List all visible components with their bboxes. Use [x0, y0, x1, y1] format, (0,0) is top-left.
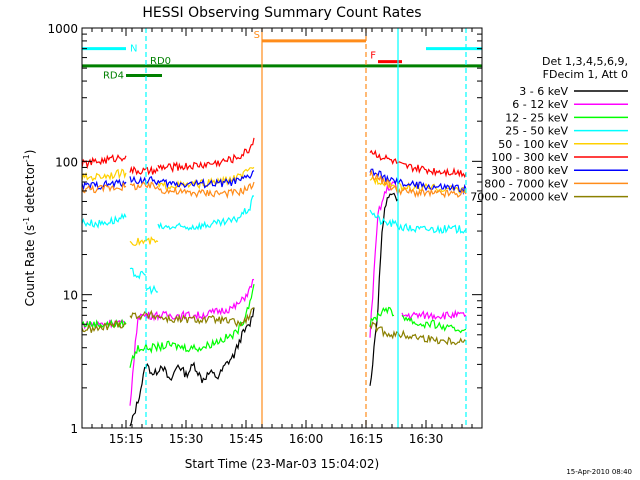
series-line-8-0	[81, 320, 127, 333]
legend-label-5: 100 - 300 keV	[491, 151, 568, 164]
x-tick-label-4: 16:15	[349, 432, 384, 446]
x-ticks: 15:15 15:30 15:45 16:00 16:15 16:30	[81, 28, 483, 446]
legend-header-1: Det 1,3,4,5,6,9,	[542, 55, 628, 68]
series-layer	[81, 137, 467, 427]
x-tick-label-1: 15:30	[169, 432, 204, 446]
x-axis-label: Start Time (23-Mar-03 15:04:02)	[185, 457, 379, 471]
y-ticks: 1 10 100 1000	[47, 22, 482, 436]
y-axis-label: Count Rate (s-1 detector-1)	[22, 150, 37, 307]
series-line-4-0	[81, 168, 127, 182]
x-tick-label-3: 16:00	[289, 432, 324, 446]
series-line-1-1	[129, 278, 255, 406]
legend: Det 1,3,4,5,6,9, FDecim 1, Att 0 3 - 6 k…	[470, 55, 628, 204]
legend-label-7: 800 - 7000 keV	[484, 177, 568, 190]
legend-label-3: 25 - 50 keV	[505, 125, 568, 138]
series-line-2-3	[401, 314, 467, 334]
legend-header-2: FDecim 1, Att 0	[543, 68, 628, 81]
series-line-5-2	[157, 137, 255, 174]
series-line-1-2	[369, 181, 399, 338]
flag-label-s: S	[254, 30, 260, 41]
series-line-4-3	[369, 175, 467, 195]
series-line-8-2	[369, 321, 467, 346]
series-line-7-0	[81, 182, 127, 194]
legend-label-1: 6 - 12 keV	[512, 98, 568, 111]
series-line-0-0	[129, 307, 255, 427]
flags-layer: N RD0 RD4 S F	[82, 30, 482, 82]
series-line-6-3	[369, 168, 467, 196]
flag-label-rd0: RD0	[150, 56, 171, 67]
series-line-6-1	[129, 175, 159, 186]
series-line-5-3	[369, 149, 467, 179]
series-line-6-2	[157, 170, 255, 189]
series-line-7-3	[369, 169, 467, 199]
flag-label-f: F	[370, 51, 376, 62]
plot-frame	[81, 27, 483, 429]
series-line-1-3	[401, 309, 467, 321]
series-line-7-2	[157, 181, 255, 200]
vlines-layer	[145, 28, 467, 428]
series-line-2-1	[129, 283, 255, 368]
x-tick-label-5: 16:30	[409, 432, 444, 446]
chart-title: HESSI Observing Summary Count Rates	[142, 5, 421, 21]
series-line-2-2	[369, 306, 395, 327]
flag-label-n: N	[130, 44, 137, 55]
series-line-8-1	[129, 307, 255, 328]
y-tick-label-2: 100	[55, 155, 78, 169]
series-line-5-1	[129, 165, 159, 176]
y-tick-label-1: 10	[63, 289, 78, 303]
series-line-4-2	[157, 166, 255, 191]
legend-label-8: 7000 - 20000 keV	[470, 191, 568, 204]
legend-label-0: 3 - 6 keV	[519, 85, 568, 98]
x-tick-label-2: 15:45	[229, 432, 264, 446]
legend-label-6: 300 - 800 keV	[491, 164, 568, 177]
series-line-4-1	[129, 236, 159, 247]
series-line-3-0	[81, 212, 127, 229]
y-tick-label-0: 1	[70, 422, 78, 436]
x-tick-label-0: 15:15	[109, 432, 144, 446]
series-line-0-1	[369, 192, 399, 386]
legend-label-4: 50 - 100 keV	[498, 138, 568, 151]
series-line-3-1	[129, 267, 147, 280]
flag-label-rd4: RD4	[103, 71, 124, 82]
series-line-3-3	[157, 195, 254, 231]
series-line-3-2	[145, 284, 159, 295]
series-line-7-1	[129, 181, 159, 191]
y-tick-label-3: 1000	[47, 22, 78, 36]
footer-timestamp: 15-Apr-2010 08:40	[566, 468, 632, 476]
legend-label-2: 12 - 25 keV	[505, 111, 568, 124]
series-line-3-4	[369, 209, 467, 235]
